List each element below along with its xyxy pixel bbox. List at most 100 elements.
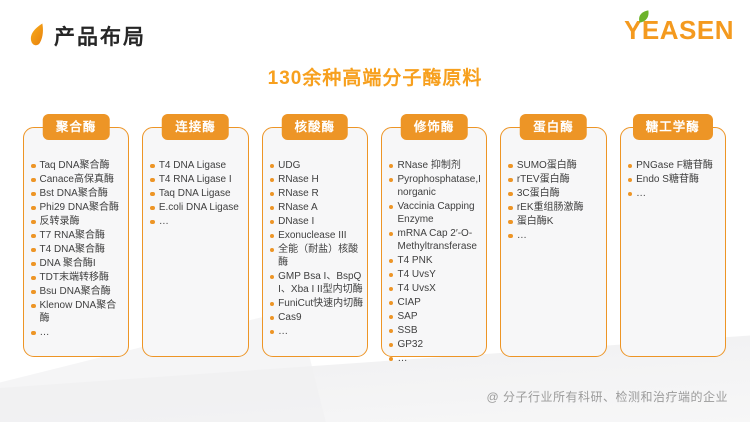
list-item: FuniCut快速内切酶 <box>269 297 364 310</box>
list-item-label: 全能（耐盐）核酸酶 <box>278 244 359 268</box>
list-item: DNA 聚合酶I <box>31 257 125 270</box>
bullet-icon <box>269 163 275 168</box>
enzyme-card: 核酸酶 UDG RNase H RNase R RNase A DNase I Exonu… <box>261 114 368 357</box>
bullet-icon <box>508 177 513 182</box>
bullet-icon <box>627 191 633 196</box>
list-item: SSB <box>388 324 483 337</box>
bullet-icon <box>388 163 394 168</box>
bullet-icon <box>388 328 394 333</box>
bullet-icon <box>269 315 275 320</box>
list-item-label: SUMO蛋白酶 <box>516 160 577 171</box>
card-items: Taq DNA聚合酶 Canace高保真酶 Bst DNA聚合酶 Phi29 DNA聚… <box>24 128 128 339</box>
bullet-icon <box>627 163 633 168</box>
list-item-label: Endo S糖苷酶 <box>636 174 699 185</box>
card-items: RNase 抑制剂 Pyrophosphatase,Inorganic Vaccin… <box>382 128 486 365</box>
list-item-label: Phi29 DNA聚合酶 <box>39 202 119 213</box>
list-item: Endo S糖苷酶 <box>627 173 722 186</box>
bullet-icon <box>31 247 36 252</box>
list-item-label: … <box>516 230 527 241</box>
bullet-icon <box>269 219 275 224</box>
bullet-icon <box>388 300 394 305</box>
list-item: Taq DNA Ligase <box>150 187 244 200</box>
list-item-label: Cas9 <box>278 312 302 323</box>
list-item: mRNA Cap 2′-O-Methyltransferase <box>388 227 483 253</box>
bullet-icon <box>508 205 513 210</box>
bullet-icon <box>269 247 275 252</box>
list-item: rTEV蛋白酶 <box>508 173 602 186</box>
bullet-icon <box>31 303 36 308</box>
list-item: CIAP <box>388 296 483 309</box>
footer-note: @ 分子行业所有科研、检测和治疗端的企业 <box>486 390 728 404</box>
card-tag: 聚合酶 <box>42 114 110 141</box>
list-item: SUMO蛋白酶 <box>508 159 602 172</box>
list-item-label: T4 DNA聚合酶 <box>39 244 106 255</box>
bullet-icon <box>388 272 394 277</box>
list-item: UDG <box>269 159 364 172</box>
list-item-label: FuniCut快速内切酶 <box>278 298 364 309</box>
page-title: 产品布局 <box>54 26 146 49</box>
cards-row: 聚合酶 Taq DNA聚合酶 Canace高保真酶 Bst DNA聚合酶 Phi29 … <box>23 114 726 364</box>
bullet-icon <box>31 219 36 224</box>
enzyme-card: 聚合酶 Taq DNA聚合酶 Canace高保真酶 Bst DNA聚合酶 Phi29 … <box>23 114 130 357</box>
card-tag: 蛋白酶 <box>520 114 587 141</box>
list-item-label: UDG <box>278 160 301 171</box>
bullet-icon <box>269 329 275 334</box>
list-item-label: TDT末端转移酶 <box>39 272 109 283</box>
list-item-label: … <box>39 327 50 338</box>
list-item: T4 RNA Ligase I <box>150 173 244 186</box>
bullet-icon <box>388 177 394 182</box>
bullet-icon <box>31 191 36 196</box>
list-item: GP32 <box>388 338 483 351</box>
bullet-icon <box>388 204 394 209</box>
bullet-icon <box>269 191 275 196</box>
list-item: T4 DNA Ligase <box>150 159 244 172</box>
list-item-label: RNase H <box>278 174 319 185</box>
list-item: … <box>150 215 244 228</box>
list-item: Taq DNA聚合酶 <box>31 159 125 172</box>
bullet-icon <box>508 233 513 238</box>
list-item: Vaccinia Capping Enzyme <box>388 200 483 226</box>
bullet-icon <box>31 177 36 182</box>
list-item: RNase H <box>269 173 364 186</box>
list-item: … <box>31 326 125 339</box>
list-item-label: Pyrophosphatase,Inorganic <box>397 174 481 198</box>
list-item-label: … <box>397 353 408 364</box>
list-item-label: T4 UvsX <box>397 283 436 294</box>
list-item: DNase I <box>269 215 364 228</box>
bullet-icon <box>269 274 275 279</box>
list-item-label: Klenow DNA聚合酶 <box>39 300 117 324</box>
list-item: RNase A <box>269 201 364 214</box>
card-tag: 核酸酶 <box>281 114 349 141</box>
list-item-label: Canace高保真酶 <box>39 174 114 185</box>
bullet-icon <box>31 163 36 168</box>
bullet-icon <box>31 205 36 210</box>
list-item: … <box>508 229 602 242</box>
card-items: SUMO蛋白酶 rTEV蛋白酶 3C蛋白酶 rEK重组肠激酶 蛋白酶K… <box>501 128 605 242</box>
bullet-icon <box>150 205 155 210</box>
bullet-icon <box>508 219 513 224</box>
list-item-label: 反转录酶 <box>39 216 80 227</box>
bullet-icon <box>269 301 275 306</box>
list-item-label: T4 UvsY <box>397 269 436 280</box>
list-item-label: 蛋白酶K <box>516 216 554 227</box>
yeasen-logo: YEASEN <box>624 10 734 43</box>
enzyme-card: 糖工学酶 PNGase F糖苷酶 Endo S糖苷酶… <box>619 114 726 357</box>
card-items: UDG RNase H RNase R RNase A DNase I Exonuclea… <box>263 128 367 338</box>
bullet-icon <box>388 286 394 291</box>
list-item-label: RNase 抑制剂 <box>397 160 461 171</box>
list-item-label: DNA 聚合酶I <box>39 258 96 269</box>
list-item-label: … <box>278 326 289 337</box>
list-item: 全能（耐盐）核酸酶 <box>269 243 364 269</box>
card-items: T4 DNA Ligase T4 RNA Ligase I Taq DNA Liga… <box>143 128 247 228</box>
bullet-icon <box>388 314 394 319</box>
list-item: Bst DNA聚合酶 <box>31 187 125 200</box>
bullet-icon <box>388 356 394 361</box>
list-item: RNase 抑制剂 <box>388 159 483 172</box>
list-item-label: PNGase F糖苷酶 <box>636 160 713 171</box>
list-item: … <box>388 352 483 365</box>
list-item-label: Taq DNA聚合酶 <box>39 160 110 171</box>
card-items: PNGase F糖苷酶 Endo S糖苷酶… <box>621 128 725 200</box>
list-item: T4 PNK <box>388 254 483 267</box>
list-item-label: rTEV蛋白酶 <box>516 174 570 185</box>
bullet-icon <box>31 330 36 335</box>
